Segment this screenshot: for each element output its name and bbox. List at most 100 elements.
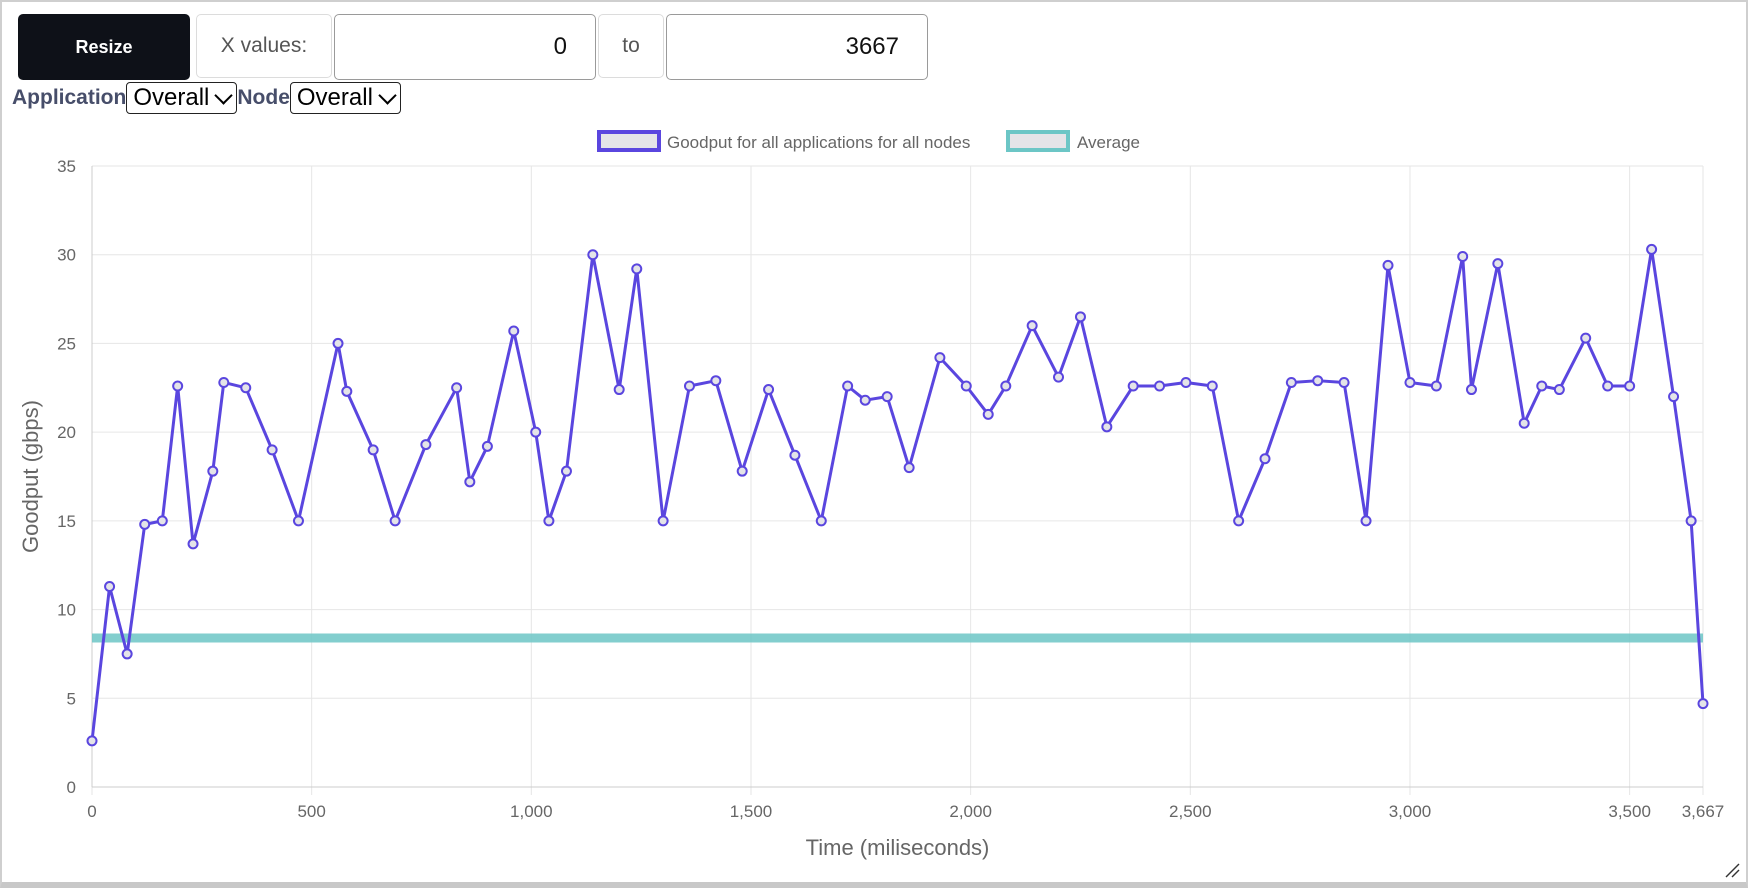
filter-bar: Application Overall Node Overall <box>12 82 401 114</box>
data-point <box>960 380 972 392</box>
data-point <box>464 476 476 488</box>
x-tick-label: 1,500 <box>730 802 773 821</box>
data-point <box>1074 311 1086 323</box>
data-point <box>657 515 669 527</box>
data-point <box>1430 380 1442 392</box>
data-point <box>710 375 722 387</box>
to-label: to <box>598 14 664 78</box>
data-point <box>1101 421 1113 433</box>
data-point <box>367 444 379 456</box>
data-point <box>172 380 184 392</box>
data-point <box>631 263 643 275</box>
data-point <box>332 337 344 349</box>
x-axis-title: Time (miliseconds) <box>806 835 990 860</box>
y-tick-label: 10 <box>57 601 76 620</box>
legend-swatch-goodput <box>597 130 661 152</box>
data-point <box>842 380 854 392</box>
data-point <box>1602 380 1614 392</box>
data-point <box>1553 384 1565 396</box>
data-point <box>736 465 748 477</box>
data-point <box>121 648 133 660</box>
resize-grip-icon[interactable] <box>1724 862 1740 878</box>
data-point <box>1127 380 1139 392</box>
data-point <box>207 465 219 477</box>
legend-swatch-average <box>1006 130 1070 152</box>
data-point <box>613 384 625 396</box>
data-point <box>104 581 116 593</box>
data-point <box>218 376 230 388</box>
data-point <box>1180 376 1192 388</box>
x-tick-label: 3,667 <box>1682 802 1725 821</box>
legend-label-goodput: Goodput for all applications for all nod… <box>667 133 970 152</box>
data-point <box>266 444 278 456</box>
data-point <box>1154 380 1166 392</box>
data-point <box>156 515 168 527</box>
data-point <box>1465 384 1477 396</box>
data-point <box>389 515 401 527</box>
data-point <box>508 325 520 337</box>
series-goodput <box>86 243 1709 747</box>
y-tick-label: 25 <box>57 334 76 353</box>
data-point <box>1312 375 1324 387</box>
x-to-input[interactable] <box>666 14 928 80</box>
legend-label-average: Average <box>1077 133 1140 152</box>
data-point <box>292 515 304 527</box>
x-tick-label: 3,500 <box>1608 802 1651 821</box>
y-tick-label: 5 <box>67 689 76 708</box>
x-tick-label: 500 <box>297 802 325 821</box>
data-point <box>1685 515 1697 527</box>
data-point <box>481 440 493 452</box>
data-point <box>1697 698 1709 710</box>
data-point <box>451 382 463 394</box>
x-tick-label: 2,500 <box>1169 802 1212 821</box>
data-point <box>543 515 555 527</box>
data-point <box>139 518 151 530</box>
y-tick-label: 30 <box>57 246 76 265</box>
series-goodput-line <box>90 247 1705 742</box>
x-tick-label: 3,000 <box>1389 802 1432 821</box>
x-range-controls: Resize X values: to <box>18 14 928 80</box>
data-point <box>1646 243 1658 255</box>
data-point <box>1457 250 1469 262</box>
data-point <box>1206 380 1218 392</box>
data-point <box>530 426 542 438</box>
data-point <box>1285 376 1297 388</box>
data-point <box>1259 453 1271 465</box>
application-label: Application <box>12 86 127 109</box>
node-label: Node <box>237 86 290 109</box>
data-point <box>683 380 695 392</box>
data-point <box>86 735 98 747</box>
application-select[interactable]: Overall <box>126 82 238 114</box>
data-point <box>1624 380 1636 392</box>
y-tick-label: 20 <box>57 423 76 442</box>
data-point <box>341 385 353 397</box>
x-from-input[interactable] <box>334 14 596 80</box>
resize-button[interactable]: Resize <box>18 14 190 80</box>
data-point <box>187 538 199 550</box>
node-select-value: Overall <box>296 84 373 111</box>
data-point <box>420 439 432 451</box>
data-point <box>1233 515 1245 527</box>
data-point <box>934 352 946 364</box>
application-select-value: Overall <box>133 84 210 111</box>
x-tick-label: 1,000 <box>510 802 553 821</box>
data-point <box>903 462 915 474</box>
y-axis-title: Goodput (gbps) <box>18 400 43 553</box>
data-point <box>815 515 827 527</box>
node-select[interactable]: Overall <box>289 82 401 114</box>
x-tick-label: 0 <box>87 802 96 821</box>
data-point <box>1053 371 1065 383</box>
data-point <box>859 394 871 406</box>
data-point <box>1026 320 1038 332</box>
data-point <box>1382 259 1394 271</box>
data-point <box>982 408 994 420</box>
x-values-label: X values: <box>196 14 332 78</box>
y-tick-label: 35 <box>57 157 76 176</box>
data-point <box>1338 376 1350 388</box>
data-point <box>1404 376 1416 388</box>
x-tick-label: 2,000 <box>949 802 992 821</box>
data-point <box>763 384 775 396</box>
data-point <box>240 382 252 394</box>
